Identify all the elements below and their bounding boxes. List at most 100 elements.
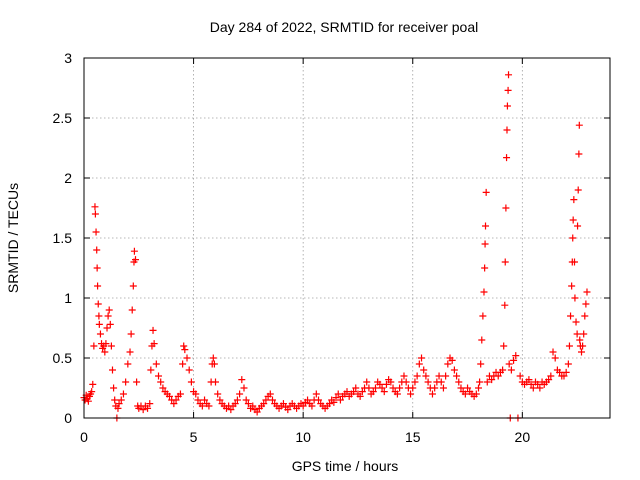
data-point: [108, 366, 116, 374]
data-point: [122, 378, 130, 386]
data-point: [512, 352, 520, 360]
data-point: [560, 372, 568, 380]
data-point: [494, 372, 502, 380]
y-tick-label: 2: [64, 170, 72, 186]
data-point: [431, 384, 439, 392]
data-point: [569, 216, 577, 224]
data-point: [332, 394, 340, 402]
data-point: [407, 390, 415, 398]
data-point: [93, 246, 101, 254]
data-point: [415, 360, 423, 368]
data-point: [382, 380, 390, 388]
data-point: [105, 306, 113, 314]
data-point: [413, 372, 421, 380]
data-point: [279, 400, 287, 408]
data-point: [503, 126, 511, 134]
data-point: [565, 342, 573, 350]
data-point: [130, 247, 138, 255]
data-point: [240, 384, 248, 392]
data-point: [128, 306, 136, 314]
data-point: [172, 396, 180, 404]
data-point: [435, 372, 443, 380]
axis-ticks: [83, 57, 610, 419]
data-point: [504, 86, 512, 94]
data-point: [212, 378, 219, 386]
data-point: [101, 348, 109, 356]
x-tick-label: 10: [295, 429, 311, 445]
data-point: [198, 402, 206, 410]
data-point: [96, 330, 104, 338]
data-point: [325, 400, 333, 408]
y-tick-label: 1: [64, 290, 72, 306]
data-point: [575, 121, 583, 129]
data-point: [304, 396, 312, 404]
data-point: [149, 326, 157, 334]
y-tick-label: 3: [64, 50, 72, 66]
data-point: [312, 390, 320, 398]
data-point: [90, 342, 98, 350]
data-point: [461, 390, 469, 398]
data-point: [477, 360, 485, 368]
data-point: [481, 240, 489, 248]
data-point: [481, 264, 489, 272]
data-point: [450, 366, 458, 374]
data-point: [516, 372, 524, 380]
data-point: [569, 234, 577, 242]
data-point: [482, 222, 490, 230]
data-point: [505, 71, 513, 79]
data-point: [93, 264, 101, 272]
data-point: [464, 384, 472, 392]
data-point: [510, 356, 518, 364]
data-point: [547, 372, 555, 380]
data-point: [576, 336, 584, 344]
data-point: [424, 378, 432, 386]
data-point: [192, 390, 200, 398]
x-tick-label: 15: [405, 429, 421, 445]
data-point: [106, 320, 114, 328]
data-point: [88, 388, 96, 396]
data-point: [422, 372, 430, 380]
data-point: [580, 330, 588, 338]
data-point: [127, 330, 135, 338]
data-point: [527, 380, 535, 388]
data-point: [350, 388, 358, 396]
data-point: [475, 384, 482, 392]
data-point: [268, 396, 276, 404]
x-tick-label: 5: [190, 429, 198, 445]
data-point: [260, 400, 268, 408]
data-point: [444, 360, 452, 368]
data-point: [505, 360, 513, 368]
data-point: [84, 397, 92, 405]
data-point: [365, 384, 373, 392]
data-point: [129, 282, 137, 290]
data-point: [117, 396, 125, 404]
data-point: [472, 390, 480, 398]
data-point: [567, 312, 575, 320]
data-point: [378, 384, 386, 392]
y-axis-label: SRMTID / TECUs: [5, 183, 21, 293]
data-point: [428, 390, 436, 398]
x-tick-label: 0: [80, 429, 88, 445]
data-point: [146, 400, 154, 408]
data-point: [501, 301, 509, 309]
data-point: [380, 388, 388, 396]
data-point: [420, 366, 428, 374]
data-point: [534, 380, 542, 388]
data-point: [180, 342, 188, 350]
data-point: [396, 384, 404, 392]
data-point: [556, 368, 564, 376]
data-point: [480, 288, 488, 296]
data-point: [343, 388, 351, 396]
data-point: [479, 312, 487, 320]
data-point: [572, 318, 580, 326]
data-point: [574, 222, 582, 230]
data-point: [503, 154, 511, 162]
data-point: [266, 390, 274, 398]
data-point: [216, 396, 224, 404]
data-point: [262, 396, 270, 404]
data-point: [400, 372, 408, 380]
data-point: [502, 204, 510, 212]
data-point: [363, 378, 371, 386]
data-point: [159, 384, 167, 392]
